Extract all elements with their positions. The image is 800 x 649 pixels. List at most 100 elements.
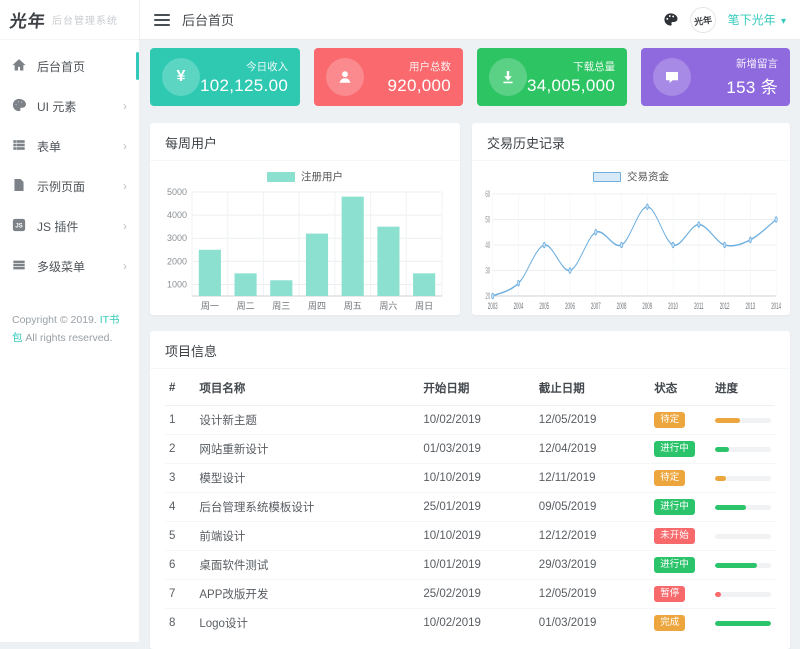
svg-text:周二: 周二 xyxy=(237,301,255,311)
weekly-users-title: 每周用户 xyxy=(150,123,460,161)
svg-text:周六: 周六 xyxy=(379,300,397,311)
copyright: Copyright © 2019. IT书包 All rights reserv… xyxy=(0,312,139,348)
user-icon xyxy=(326,58,364,96)
progress-cell xyxy=(711,464,775,493)
comment-icon xyxy=(653,58,691,96)
project-name: APP改版开发 xyxy=(195,580,419,609)
start-date: 25/02/2019 xyxy=(419,580,534,609)
line-legend-swatch xyxy=(593,172,621,182)
project-name: 网站重新设计 xyxy=(195,435,419,464)
svg-text:2013: 2013 xyxy=(745,301,755,311)
sidebar-item-3[interactable]: 示例页面 › xyxy=(0,166,139,206)
row-number: 6 xyxy=(165,551,195,580)
sidebar-item-0[interactable]: 后台首页 xyxy=(0,46,139,86)
progress-bar xyxy=(715,563,771,568)
project-name: 前端设计 xyxy=(195,522,419,551)
bar-legend: 注册用户 xyxy=(150,169,460,184)
svg-text:2010: 2010 xyxy=(668,301,678,311)
end-date: 12/11/2019 xyxy=(535,464,650,493)
js-icon: JS xyxy=(12,218,28,234)
progress-cell xyxy=(711,435,775,464)
svg-text:2003: 2003 xyxy=(488,301,498,311)
avatar[interactable]: 光年 xyxy=(688,5,717,34)
start-date: 10/10/2019 xyxy=(419,464,534,493)
end-date: 12/12/2019 xyxy=(535,522,650,551)
status-badge: 未开始 xyxy=(654,528,695,543)
sidebar-item-5[interactable]: 多级菜单› xyxy=(0,246,139,286)
end-date: 12/04/2019 xyxy=(535,435,650,464)
chevron-right-icon: › xyxy=(123,139,127,153)
start-date: 10/10/2019 xyxy=(419,522,534,551)
svg-text:4000: 4000 xyxy=(167,210,187,220)
copyright-suffix: All rights reserved. xyxy=(25,332,112,344)
progress-cell xyxy=(711,406,775,435)
logo[interactable]: 光年 后台管理系统 xyxy=(0,0,139,40)
status-badge: 暂停 xyxy=(654,586,685,601)
copyright-prefix: Copyright © 2019. xyxy=(12,314,97,326)
start-date: 01/03/2019 xyxy=(419,435,534,464)
table-header-cell: 截止日期 xyxy=(535,371,650,406)
yen-icon: ¥ xyxy=(162,58,200,96)
sidebar-item-label: UI 元素 xyxy=(37,98,76,115)
progress-bar xyxy=(715,476,771,481)
line-legend-label: 交易资金 xyxy=(627,169,669,184)
row-number: 5 xyxy=(165,522,195,551)
row-number: 1 xyxy=(165,406,195,435)
status-cell: 进行中 xyxy=(650,435,711,464)
row-number: 2 xyxy=(165,435,195,464)
status-cell: 未开始 xyxy=(650,522,711,551)
home-icon xyxy=(12,58,28,74)
stat-label: 下载总量 xyxy=(527,59,615,74)
project-name: 模型设计 xyxy=(195,464,419,493)
end-date: 29/03/2019 xyxy=(535,551,650,580)
stat-label: 新增留言 xyxy=(726,56,778,71)
progress-bar xyxy=(715,418,771,423)
svg-text:周三: 周三 xyxy=(272,301,290,311)
sidebar-toggle-icon[interactable] xyxy=(154,14,170,26)
svg-text:周五: 周五 xyxy=(344,301,362,311)
stat-value: 153 条 xyxy=(726,73,778,98)
status-cell: 待定 xyxy=(650,406,711,435)
user-menu[interactable]: 笔下光年 ▾ xyxy=(728,11,786,28)
stat-value: 102,125.00 xyxy=(200,76,288,96)
stat-label: 用户总数 xyxy=(387,59,451,74)
username-text: 笔下光年 xyxy=(728,13,776,27)
table-header-cell: 开始日期 xyxy=(419,371,534,406)
end-date: 12/05/2019 xyxy=(535,406,650,435)
status-badge: 待定 xyxy=(654,470,685,485)
download-icon xyxy=(489,58,527,96)
svg-text:2012: 2012 xyxy=(720,301,730,311)
skin-palette-icon[interactable] xyxy=(663,12,678,27)
status-cell: 进行中 xyxy=(650,493,711,522)
palette-icon xyxy=(12,98,28,114)
sidebar-item-label: 示例页面 xyxy=(37,178,85,195)
breadcrumb: 后台首页 xyxy=(182,10,234,29)
line-legend: 交易资金 xyxy=(472,169,790,184)
status-badge: 进行中 xyxy=(654,441,695,456)
status-cell: 进行中 xyxy=(650,551,711,580)
menu-icon xyxy=(12,258,28,274)
progress-bar xyxy=(715,534,771,539)
transaction-history-title: 交易历史记录 xyxy=(472,123,790,161)
logo-text: 光年 xyxy=(9,7,48,32)
svg-text:2007: 2007 xyxy=(591,301,601,311)
chevron-right-icon: › xyxy=(123,179,127,193)
table-header-row: #项目名称开始日期截止日期状态进度 xyxy=(165,371,775,406)
table-header-cell: 进度 xyxy=(711,371,775,406)
sidebar-item-1[interactable]: UI 元素› xyxy=(0,86,139,126)
table-header-cell: 状态 xyxy=(650,371,711,406)
status-badge: 完成 xyxy=(654,615,685,630)
sidebar-item-2[interactable]: 表单› xyxy=(0,126,139,166)
svg-text:2004: 2004 xyxy=(514,301,524,311)
